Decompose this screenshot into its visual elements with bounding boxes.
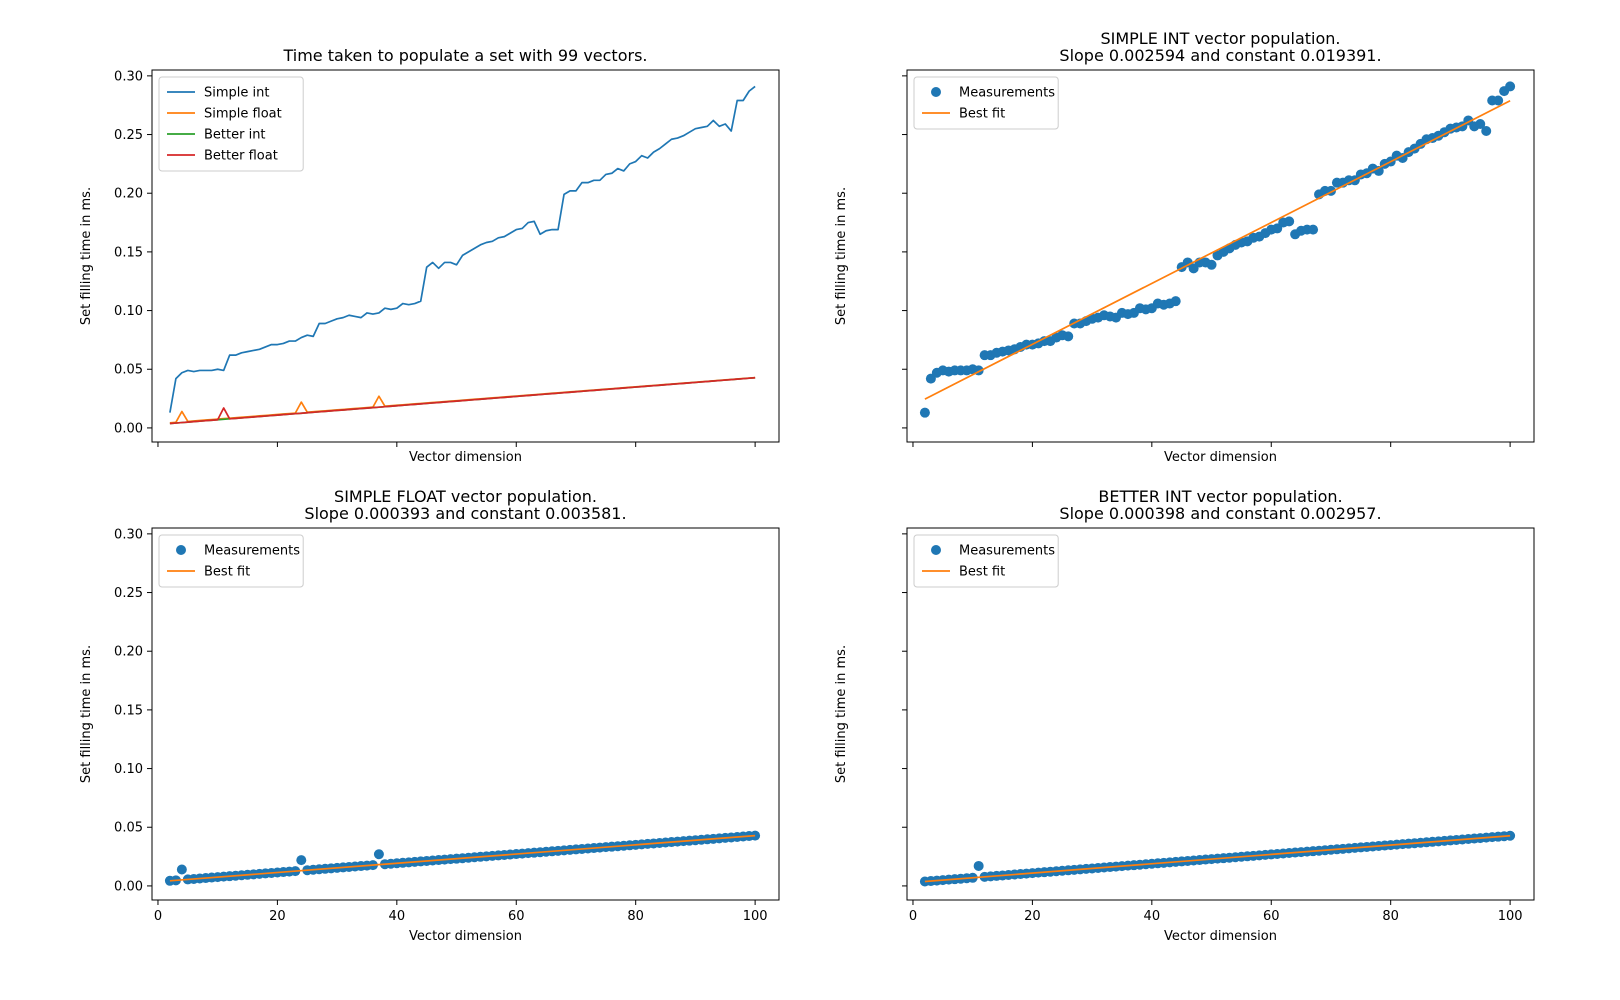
measurement-point (176, 864, 187, 875)
measurement-point (1063, 331, 1074, 342)
measurement-point (1493, 95, 1504, 106)
x-axis-label: Vector dimension (1164, 929, 1277, 944)
y-tick-label: 0.10 (114, 762, 143, 777)
measurement-point (919, 407, 930, 418)
measurement-point (1170, 296, 1181, 307)
y-tick-label: 0.15 (114, 703, 143, 718)
measurement-point (1308, 224, 1319, 235)
subplot-2: Vector dimension Set filling time in ms. S… (834, 29, 1535, 465)
y-axis-label: Set filling time in ms. (79, 645, 94, 783)
x-tick-label: 40 (1144, 909, 1161, 924)
x-tick-label: 20 (269, 909, 286, 924)
plot-area (919, 830, 1516, 887)
subplot-3: 0 20 40 60 80 100 0.00 0.05 0.10 0.15 0.20 0.25 0.30… (79, 487, 780, 944)
y-axis-label: Set filling time in ms. (834, 645, 849, 783)
legend-label: Best fit (204, 565, 250, 580)
x-axis-label: Vector dimension (1164, 450, 1277, 465)
x-tick-label: 100 (743, 909, 768, 924)
y-tick-label: 0.15 (114, 245, 143, 260)
x-tick-label: 60 (508, 909, 525, 924)
legend-box (913, 76, 1059, 130)
chart-title: SIMPLE INT vector population. (1100, 29, 1340, 48)
axes-frame (906, 527, 1535, 901)
legend-label: Measurements (959, 86, 1055, 101)
legend: Measurements Best fit (158, 534, 304, 588)
legend-label: Measurements (204, 544, 300, 559)
legend: Measurements Best fit (913, 534, 1059, 588)
plot-area (919, 81, 1516, 418)
x-tick-label: 80 (1382, 909, 1399, 924)
x-tick-label: 0 (154, 909, 162, 924)
subplot-4: 0 20 40 60 80 100 Vector dimension Set filling … (834, 487, 1535, 944)
y-tick-label: 0.25 (114, 128, 143, 143)
plot-area (169, 85, 756, 425)
measurement-point (1284, 216, 1295, 227)
x-tick-label: 80 (627, 909, 644, 924)
legend-label: Best fit (959, 565, 1005, 580)
series-line-better-float (169, 376, 756, 425)
y-tick-label: 0.30 (114, 527, 143, 542)
axes-frame (906, 69, 1535, 443)
best-fit-line (169, 834, 756, 882)
series-line-simple-int (169, 85, 756, 413)
x-tick-label: 40 (389, 909, 406, 924)
x-axis-label: Vector dimension (409, 450, 522, 465)
x-tick-label: 0 (909, 909, 917, 924)
y-tick-label: 0.05 (114, 821, 143, 836)
legend-label: Measurements (959, 544, 1055, 559)
y-axis-label: Set filling time in ms. (79, 187, 94, 325)
legend: Measurements Best fit (913, 76, 1059, 130)
y-tick-label: 0.00 (114, 879, 143, 894)
measurement-point (973, 860, 984, 871)
y-tick-label: 0.05 (114, 363, 143, 378)
legend-label: Better float (204, 149, 278, 164)
measurement-point (1481, 126, 1492, 137)
x-tick-label: 100 (1498, 909, 1523, 924)
legend-dot-swatch (931, 545, 941, 555)
y-tick-label: 0.10 (114, 304, 143, 319)
measurement-point (1505, 81, 1516, 92)
measurement-point (296, 855, 307, 866)
y-tick-label: 0.00 (114, 421, 143, 436)
chart-title: Time taken to populate a set with 99 vec… (282, 46, 647, 65)
measurement-point (1475, 118, 1486, 129)
axes-frame (151, 69, 780, 443)
legend-box (913, 534, 1059, 588)
measurement-point (373, 849, 384, 860)
y-tick-label: 0.30 (114, 69, 143, 84)
x-tick-label: 20 (1024, 909, 1041, 924)
best-fit-line (924, 834, 1511, 883)
legend: Simple int Simple float Better int Better f… (158, 76, 304, 172)
axes-frame (151, 527, 780, 901)
y-axis-label: Set filling time in ms. (834, 187, 849, 325)
legend-label: Best fit (959, 107, 1005, 122)
measurement-point (1206, 259, 1217, 270)
best-fit-line (924, 99, 1511, 400)
legend-dot-swatch (931, 87, 941, 97)
legend-label: Simple int (204, 86, 269, 101)
legend-label: Simple float (204, 107, 282, 122)
chart-title: SIMPLE FLOAT vector population. (334, 487, 597, 506)
y-tick-label: 0.20 (114, 187, 143, 202)
x-axis-label: Vector dimension (409, 929, 522, 944)
y-tick-label: 0.25 (114, 586, 143, 601)
x-tick-label: 60 (1263, 909, 1280, 924)
subplot-1: 0.00 0.05 0.10 0.15 0.20 0.25 0.30 Vector dimen… (79, 46, 780, 465)
plot-area (164, 830, 761, 886)
legend-box (158, 76, 304, 172)
legend-label: Better int (204, 128, 266, 143)
y-tick-label: 0.20 (114, 645, 143, 660)
chart-title: Slope 0.002594 and constant 0.019391. (1059, 46, 1381, 65)
chart-title: BETTER INT vector population. (1098, 487, 1342, 506)
chart-title: Slope 0.000398 and constant 0.002957. (1059, 504, 1381, 523)
legend-dot-swatch (176, 545, 186, 555)
chart-title: Slope 0.000393 and constant 0.003581. (304, 504, 626, 523)
legend-box (158, 534, 304, 588)
